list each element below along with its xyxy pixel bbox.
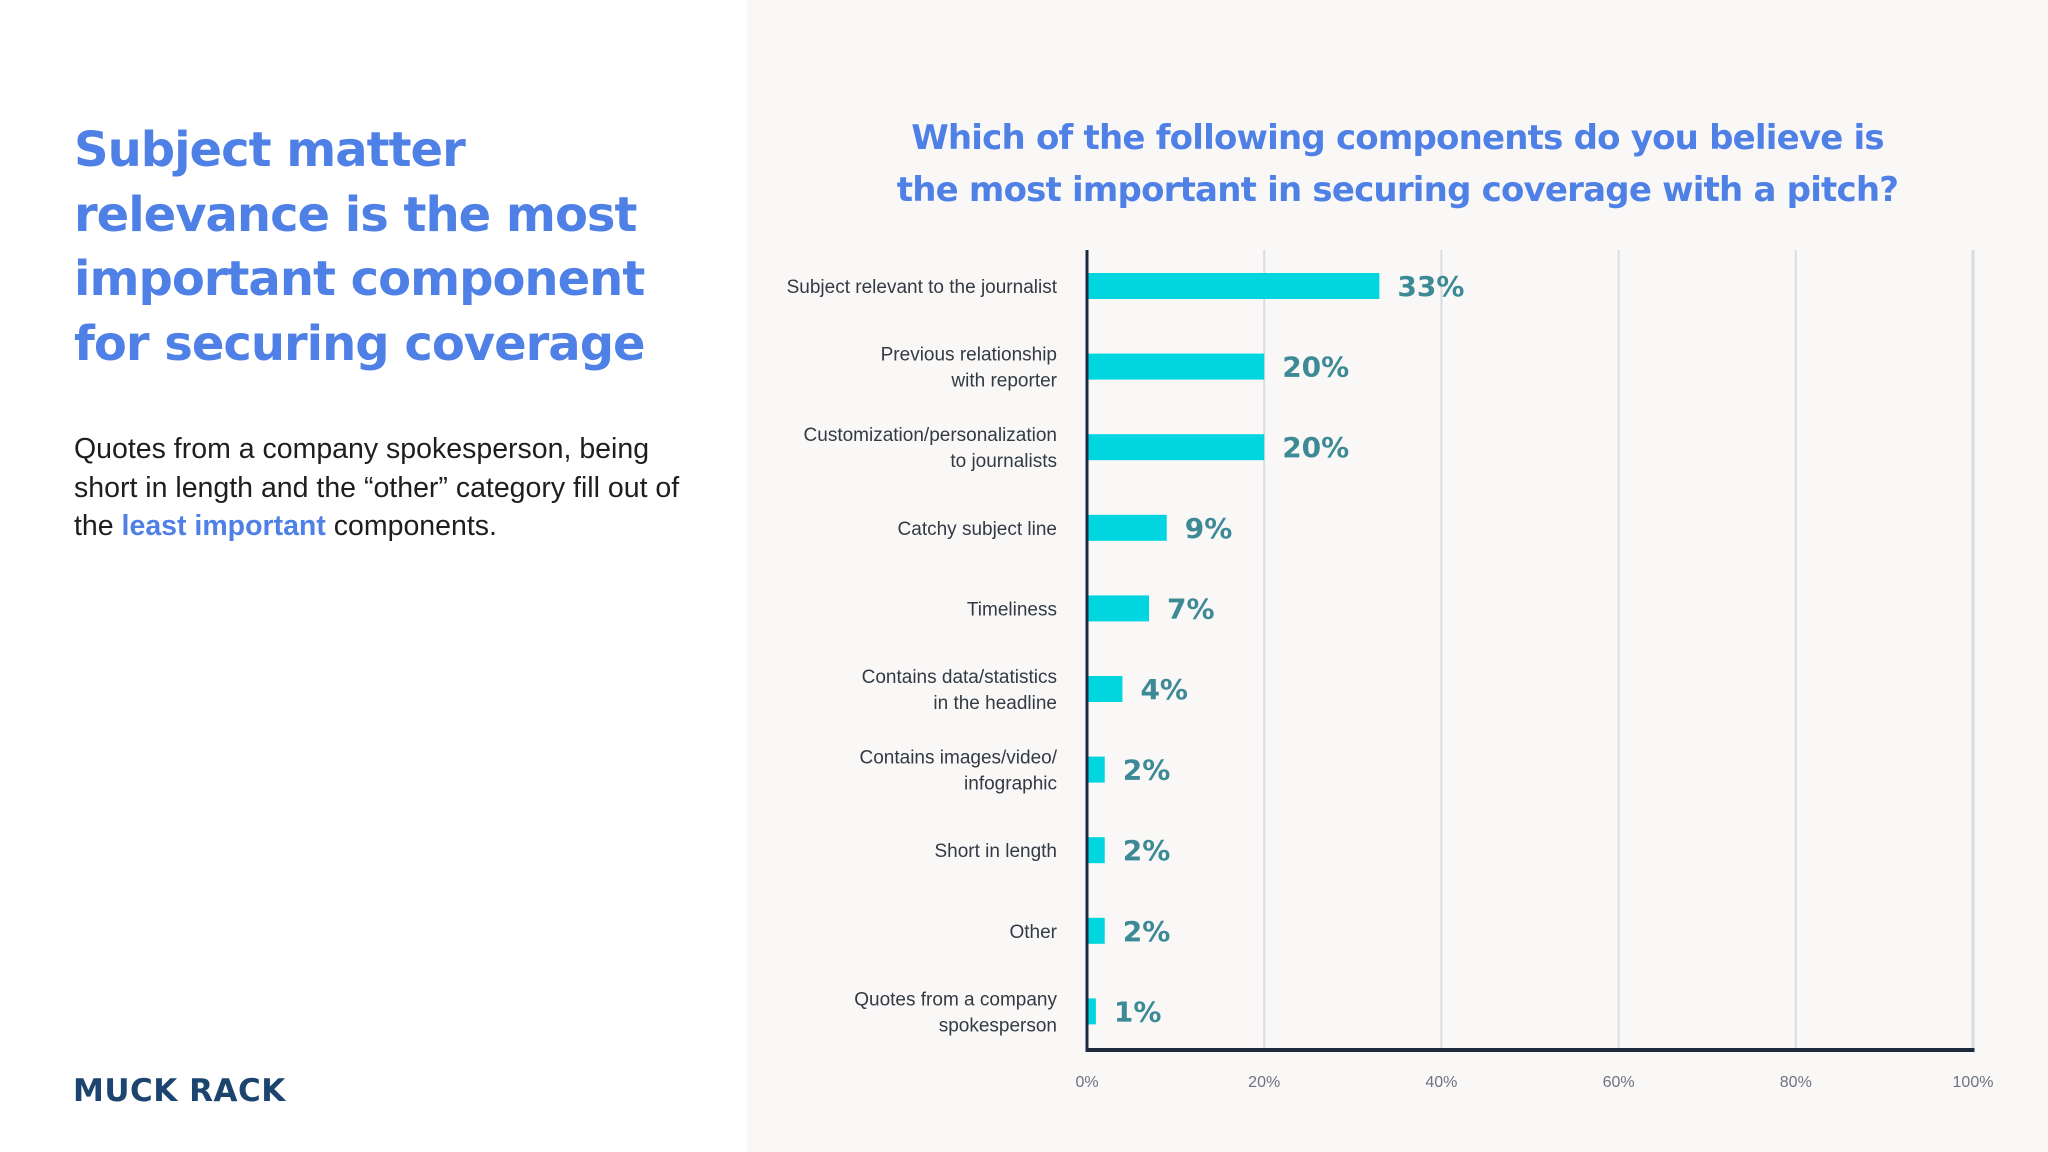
category-label: Contains data/statistics in the headline [862, 667, 1057, 714]
bar [1087, 917, 1105, 944]
bar [1087, 434, 1265, 461]
category-label-line: in the headline [933, 693, 1057, 714]
headline: Subject matter relevance is the most imp… [74, 122, 646, 372]
value-label: 2% [1123, 754, 1171, 787]
value-label: 9% [1185, 512, 1233, 545]
category-label: Catchy subject line [898, 519, 1057, 540]
body-text-outro: components. [325, 510, 497, 542]
value-label: 2% [1123, 915, 1171, 948]
category-label-line: to journalists [950, 451, 1057, 472]
left-panel [0, 0, 747, 1152]
category-label: Customization/personalization to journali… [804, 425, 1057, 472]
bar [1087, 676, 1123, 702]
x-tick-label: 80% [1780, 1074, 1812, 1091]
chart-title-line-2: the most important in securing coverage … [896, 170, 1899, 210]
muck-rack-logo: MUCK RACK [73, 1073, 286, 1109]
bar [1087, 595, 1150, 622]
gridlines [1263, 250, 1975, 1050]
value-label: 4% [1140, 673, 1188, 706]
bar [1087, 273, 1380, 299]
x-tick-label: 0% [1075, 1074, 1098, 1091]
category-label: Previous relationship with reporter [881, 345, 1058, 392]
x-tick-label: 40% [1425, 1074, 1457, 1091]
bars [1087, 273, 1380, 1025]
x-tick-label: 100% [1953, 1074, 1994, 1091]
category-label: Quotes from a company spokesperson [854, 989, 1057, 1036]
bar [1087, 514, 1167, 541]
value-label: 7% [1167, 592, 1215, 625]
category-label-line: Customization/personalization [804, 425, 1057, 446]
category-label-line: Previous relationship [881, 345, 1057, 366]
chart-panel [747, 0, 2048, 1152]
x-tick-label: 60% [1603, 1074, 1635, 1091]
category-label-line: spokesperson [939, 1015, 1057, 1036]
category-label-line: infographic [964, 774, 1057, 795]
category-label-line: Short in length [934, 841, 1057, 862]
category-label-line: Other [1009, 922, 1057, 943]
category-label-line: Contains data/statistics [862, 667, 1057, 688]
bar [1087, 837, 1105, 864]
category-label-line: with reporter [950, 371, 1057, 392]
axes [1085, 250, 1975, 1052]
x-tick-labels: 0% 20% 40% 60% 80% 100% [1075, 1074, 1993, 1091]
category-labels: Subject relevant to the journalist Previo… [787, 277, 1058, 1036]
value-label: 33% [1397, 270, 1464, 303]
category-label: Subject relevant to the journalist [787, 277, 1058, 298]
chart-title: Which of the following components do you… [747, 112, 2048, 216]
value-label: 1% [1114, 995, 1162, 1028]
body-text: Quotes from a company spokesperson, bein… [74, 430, 714, 546]
bar [1087, 998, 1096, 1025]
category-label-line: Contains images/video/ [860, 748, 1058, 769]
category-label: Short in length [934, 841, 1057, 862]
bar [1087, 353, 1265, 380]
chart-title-line-1: Which of the following components do you… [911, 118, 1884, 158]
category-label-line: Timeliness [967, 599, 1057, 620]
category-label: Timeliness [967, 599, 1057, 620]
bar [1087, 756, 1105, 783]
category-label-line: Catchy subject line [898, 519, 1057, 540]
body-text-highlight: least important [121, 510, 326, 542]
body-text-intro: Quotes from a company spokesperson, bein… [74, 433, 680, 542]
category-label: Other [1009, 922, 1057, 943]
value-label: 20% [1282, 431, 1349, 464]
value-labels: 33% 20% 20% 9% 7% 4% 2% 2% 2% 1% [1114, 270, 1465, 1028]
value-label: 2% [1123, 834, 1171, 867]
value-label: 20% [1282, 351, 1349, 384]
x-tick-label: 20% [1248, 1074, 1280, 1091]
category-label-line: Quotes from a company [854, 989, 1057, 1010]
category-label-line: Subject relevant to the journalist [787, 277, 1058, 298]
category-label: Contains images/video/infographic [860, 748, 1058, 795]
